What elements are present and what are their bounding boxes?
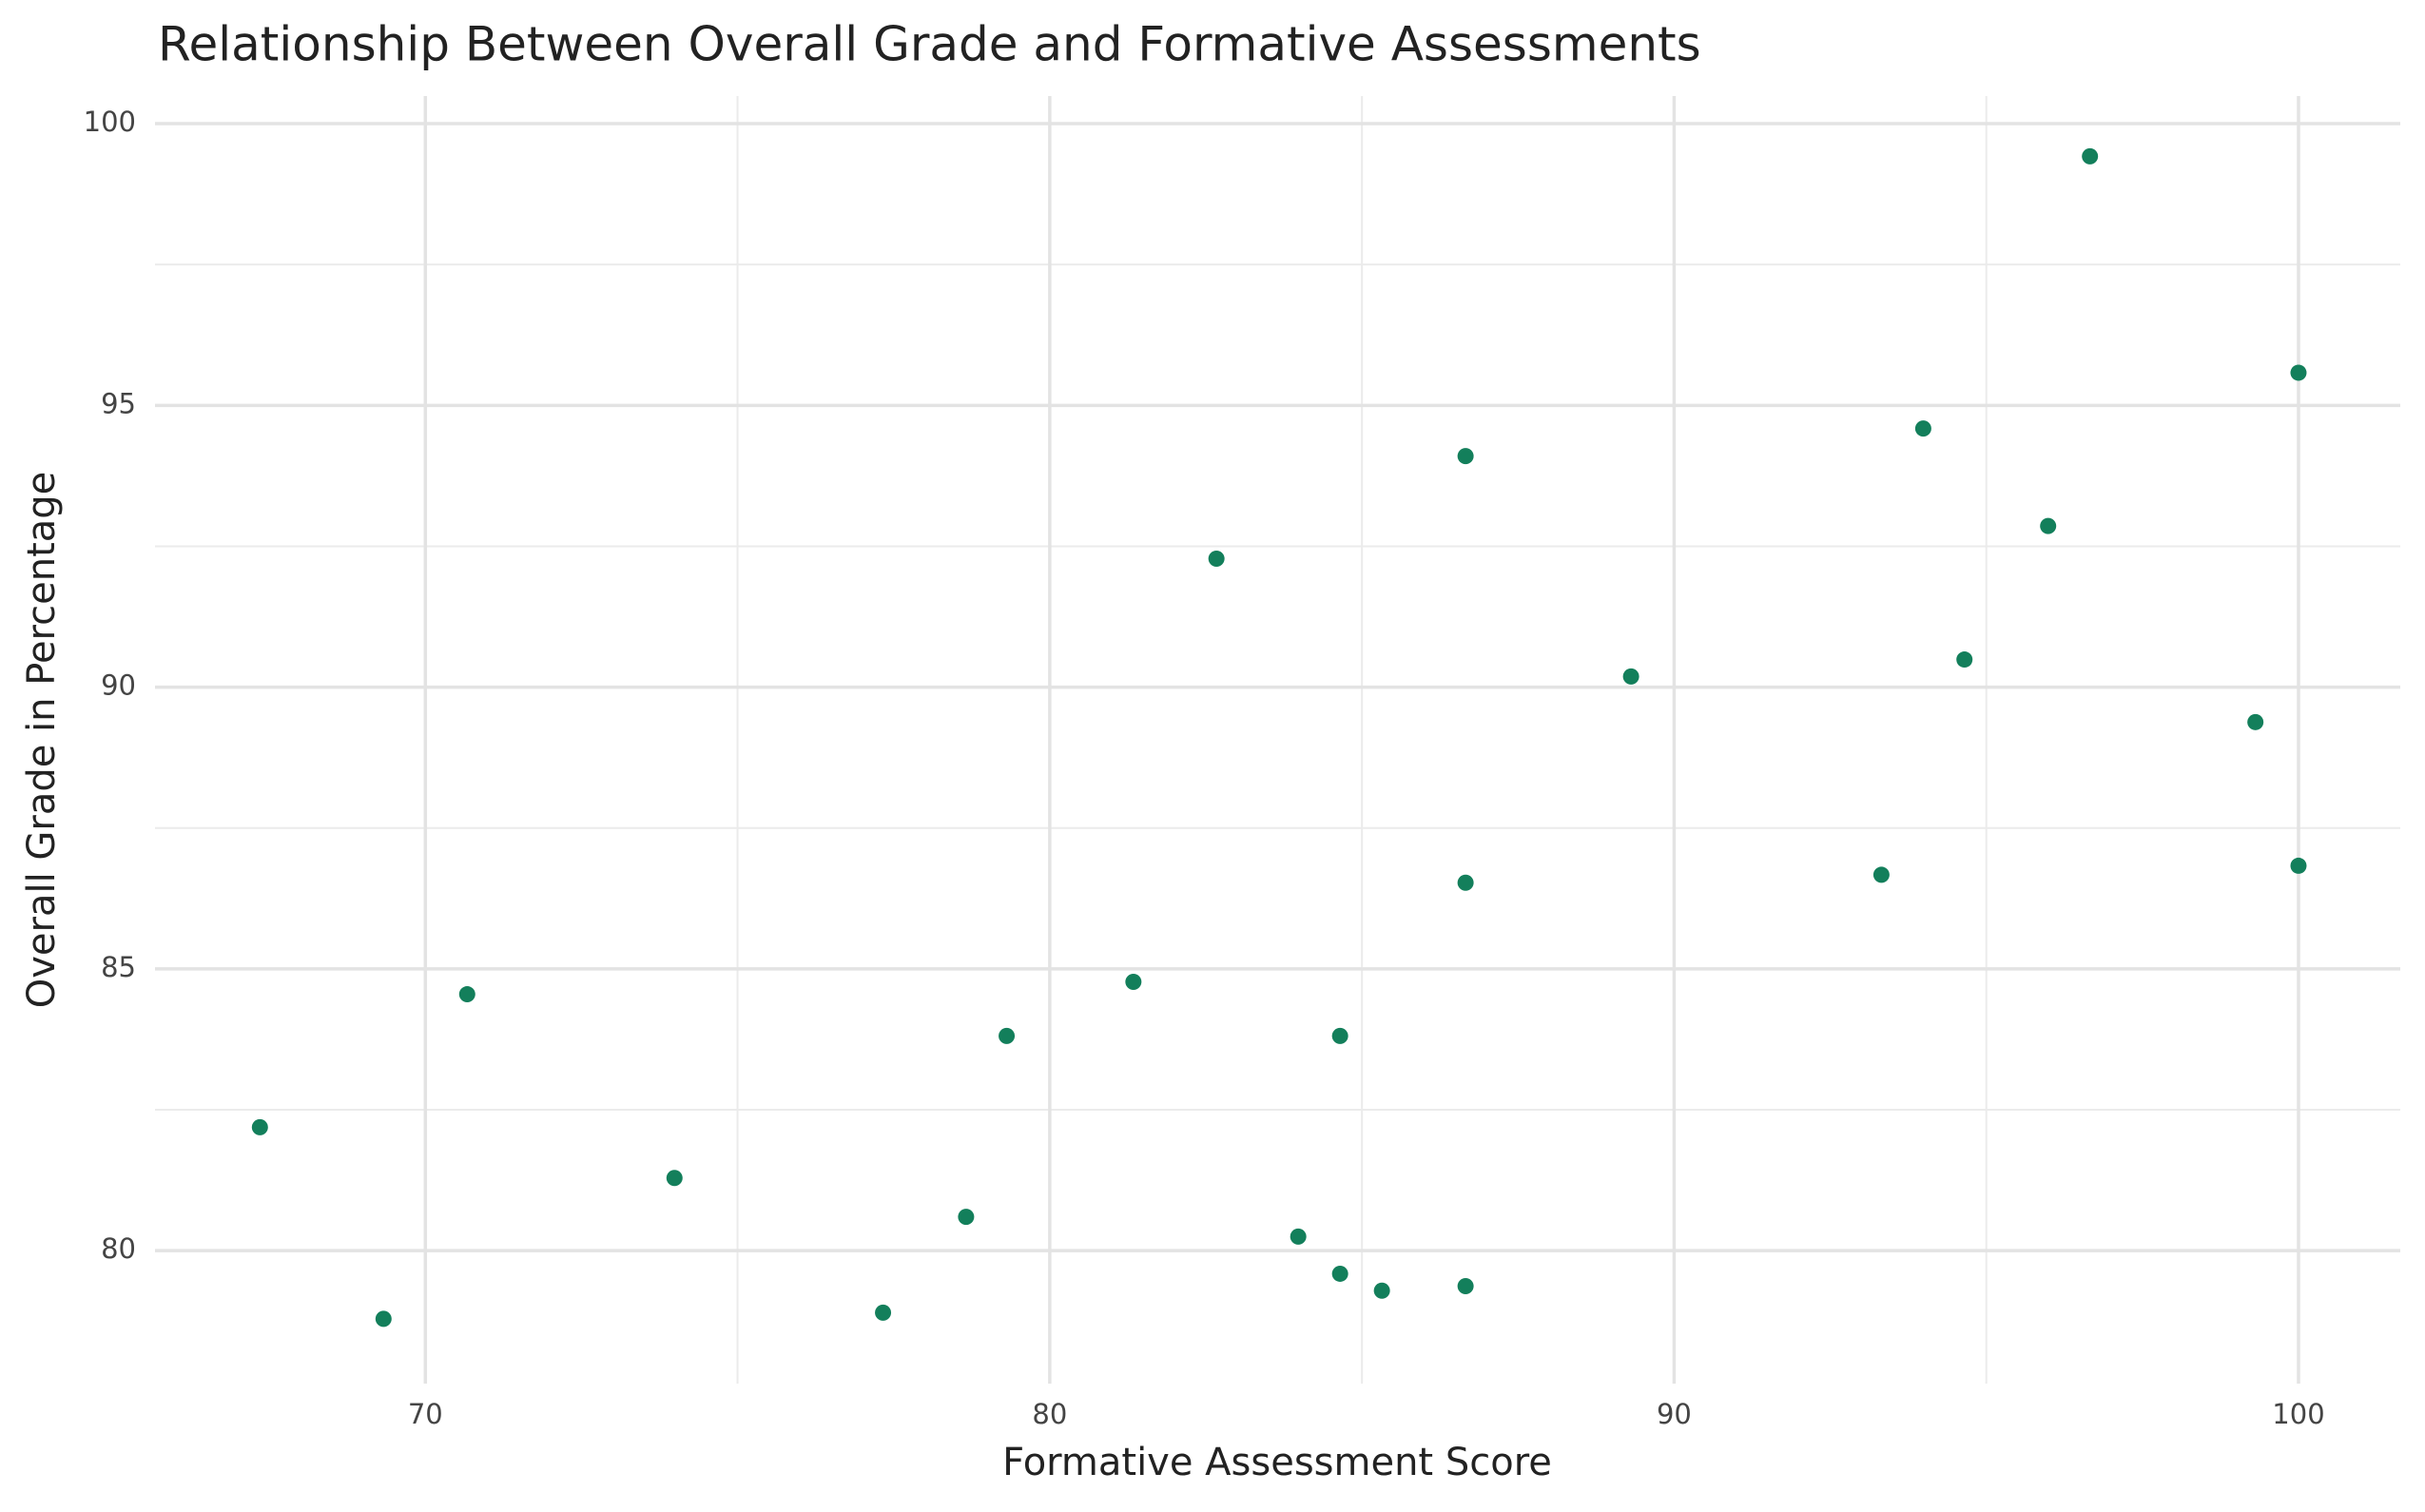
point — [875, 1304, 892, 1321]
point — [999, 1027, 1016, 1044]
point — [1457, 874, 1474, 891]
y-tick-label: 95 — [101, 387, 136, 419]
point — [1956, 651, 1973, 669]
point — [1208, 550, 1225, 567]
point — [1622, 668, 1639, 685]
point — [1290, 1228, 1307, 1245]
point — [1457, 1277, 1474, 1294]
chart-title: Relationship Between Overall Grade and F… — [158, 17, 1701, 72]
point — [1872, 866, 1890, 883]
x-axis-title: Formative Assessment Score — [1002, 1441, 1552, 1484]
point — [2290, 857, 2307, 874]
point — [1914, 420, 1931, 437]
point — [375, 1310, 392, 1328]
x-tick-label: 80 — [1032, 1398, 1067, 1430]
point — [2247, 713, 2264, 730]
x-tick-label: 70 — [408, 1398, 443, 1430]
point — [2040, 517, 2057, 534]
point — [2082, 147, 2099, 165]
point — [958, 1209, 975, 1226]
x-tick-label: 90 — [1657, 1398, 1692, 1430]
y-axis-title: Overall Grade in Percentage — [20, 472, 64, 1009]
point — [2290, 364, 2307, 381]
y-tick-label: 90 — [101, 669, 136, 702]
point — [1125, 974, 1142, 991]
y-tick-label: 85 — [101, 951, 136, 983]
point — [666, 1170, 683, 1187]
x-tick-label: 100 — [2272, 1398, 2324, 1430]
point — [1457, 448, 1474, 465]
point — [1331, 1027, 1348, 1044]
y-tick-label: 100 — [84, 106, 136, 138]
point — [1373, 1282, 1390, 1299]
point — [458, 986, 475, 1003]
point — [251, 1118, 268, 1135]
y-tick-label: 80 — [101, 1232, 136, 1265]
point — [1331, 1265, 1348, 1282]
